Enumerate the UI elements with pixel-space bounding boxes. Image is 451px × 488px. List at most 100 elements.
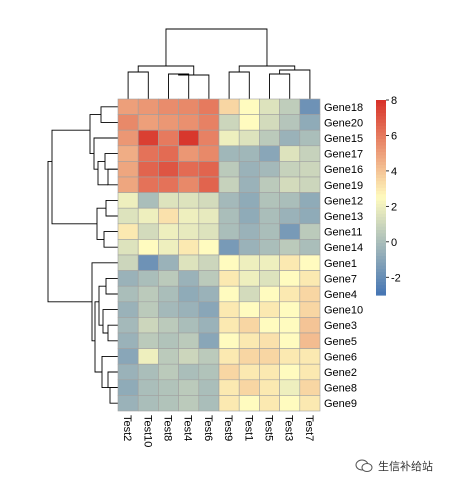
- legend-color-segment: [376, 239, 386, 244]
- heatmap-cells: [117, 98, 321, 412]
- heatmap-cell-Gene15-Test7: [299, 129, 321, 147]
- row-dendrogram-link: [97, 160, 108, 186]
- heatmap-cell-Gene16-Test5: [259, 161, 280, 178]
- heatmap-cell-Gene11-Test3: [279, 223, 301, 240]
- legend-color-segment: [376, 187, 386, 192]
- heatmap-cell-Gene12-Test7: [299, 192, 321, 209]
- heatmap-cell-Gene2-Test6: [198, 363, 220, 381]
- column-dendrogram-link: [238, 65, 296, 72]
- heatmap-cell-Gene16-Test10: [137, 161, 159, 178]
- heatmap-cell-Gene13-Test9: [218, 207, 240, 225]
- heatmap-cell-Gene2-Test1: [238, 363, 260, 381]
- heatmap-cell-Gene17-Test8: [158, 145, 179, 162]
- heatmap-cell-Gene17-Test4: [178, 145, 200, 162]
- heatmap-cell-Gene16-Test8: [158, 161, 179, 178]
- heatmap-cell-Gene3-Test4: [178, 317, 200, 334]
- heatmap-cell-Gene9-Test3: [279, 395, 301, 412]
- heatmap-cell-Gene7-Test8: [158, 270, 179, 287]
- heatmap-cell-Gene9-Test10: [137, 395, 159, 412]
- heatmap-cell-Gene19-Test3: [279, 176, 301, 193]
- heatmap-cell-Gene18-Test3: [279, 98, 301, 115]
- heatmap-cell-Gene18-Test4: [178, 98, 200, 115]
- heatmap-cell-Gene13-Test3: [279, 207, 301, 225]
- legend-tick-label: 0: [391, 237, 397, 249]
- heatmap-cell-Gene16-Test7: [299, 161, 321, 178]
- heatmap-cell-Gene4-Test9: [218, 285, 240, 303]
- heatmap-cell-Gene10-Test6: [198, 301, 220, 318]
- heatmap-cell-Gene8-Test6: [198, 379, 220, 396]
- heatmap-cell-Gene14-Test9: [218, 239, 240, 256]
- row-dendrogram-link: [47, 160, 92, 303]
- legend-color-segment: [376, 165, 386, 169]
- legend-color-segment: [376, 129, 386, 134]
- heatmap-cell-Gene15-Test3: [279, 129, 301, 147]
- legend-color-segment: [376, 220, 386, 225]
- row-label-Gene1: Gene1: [324, 258, 357, 270]
- heatmap-cell-Gene10-Test4: [178, 301, 200, 318]
- heatmap-cell-Gene4-Test8: [158, 285, 179, 303]
- column-labels: Test2 Test10 Test8 Test4 Test6 Test9 Test1 Test…: [121, 415, 315, 447]
- legend-color-segment: [376, 252, 386, 257]
- heatmap-cell-Gene11-Test7: [299, 223, 321, 240]
- legend-color-segment: [376, 191, 386, 195]
- heatmap-cell-Gene13-Test1: [238, 207, 260, 225]
- column-dendrogram-link: [168, 73, 190, 99]
- legend-color-segment: [376, 139, 386, 143]
- chat-bubble-icon: [355, 459, 373, 472]
- heatmap-cell-Gene9-Test2: [117, 395, 139, 412]
- legend-color-segment: [376, 285, 386, 290]
- row-dendrogram-link: [103, 231, 118, 248]
- heatmap-cell-Gene12-Test8: [158, 192, 179, 209]
- heatmap-cell-Gene13-Test7: [299, 207, 321, 225]
- heatmap-cell-Gene7-Test1: [238, 270, 260, 287]
- heatmap-cell-Gene1-Test3: [279, 254, 301, 271]
- legend-color-segment: [376, 174, 386, 179]
- heatmap-cell-Gene8-Test4: [178, 379, 200, 396]
- legend-color-segment: [376, 161, 386, 166]
- heatmap-cell-Gene13-Test10: [137, 207, 159, 225]
- heatmap-cell-Gene18-Test8: [158, 98, 179, 115]
- heatmap-cell-Gene7-Test10: [137, 270, 159, 287]
- heatmap-cell-Gene12-Test2: [117, 192, 139, 209]
- row-dendrogram-link: [96, 207, 106, 240]
- heatmap-cell-Gene6-Test4: [178, 348, 200, 365]
- heatmap-cell-Gene7-Test2: [117, 270, 139, 287]
- heatmap-cell-Gene14-Test6: [198, 239, 220, 256]
- heatmap-cell-Gene8-Test10: [137, 379, 159, 396]
- heatmap-cell-Gene8-Test9: [218, 379, 240, 396]
- legend-color-segment: [376, 213, 386, 218]
- heatmap-cell-Gene12-Test6: [198, 192, 220, 209]
- heatmap-cell-Gene4-Test7: [299, 285, 321, 303]
- heatmap-cell-Gene13-Test2: [117, 207, 139, 225]
- heatmap-cell-Gene17-Test5: [259, 145, 280, 162]
- heatmap-cell-Gene14-Test10: [137, 239, 159, 256]
- column-label-Test9: Test9: [222, 415, 234, 441]
- heatmap-cell-Gene15-Test10: [137, 129, 159, 147]
- heatmap-cell-Gene9-Test6: [198, 395, 220, 412]
- heatmap-cell-Gene8-Test3: [279, 379, 301, 396]
- heatmap-cell-Gene15-Test8: [158, 129, 179, 147]
- legend-color-segment: [376, 158, 386, 163]
- heatmap-cell-Gene15-Test4: [178, 129, 200, 147]
- heatmap-cell-Gene8-Test2: [117, 379, 139, 396]
- row-dendrogram-link: [107, 371, 118, 389]
- heatmap-cell-Gene9-Test1: [238, 395, 260, 412]
- heatmap-cell-Gene2-Test5: [259, 363, 280, 381]
- row-label-Gene13: Gene13: [324, 211, 363, 223]
- heatmap-cell-Gene17-Test7: [299, 145, 321, 162]
- heatmap-cell-Gene4-Test3: [279, 285, 301, 303]
- heatmap-cell-Gene6-Test3: [279, 348, 301, 365]
- heatmap-cell-Gene7-Test7: [299, 270, 321, 287]
- legend-color-segment: [376, 217, 386, 221]
- legend-color-segment: [376, 168, 386, 173]
- column-label-Test4: Test4: [182, 415, 194, 441]
- legend-tick-label: 2: [391, 201, 397, 213]
- heatmap-cell-Gene20-Test4: [178, 114, 200, 131]
- column-label-Test7: Test7: [303, 415, 315, 441]
- heatmap-cell-Gene14-Test8: [158, 239, 179, 256]
- heatmap-cell-Gene9-Test7: [299, 395, 321, 412]
- heatmap-cell-Gene4-Test5: [259, 285, 280, 303]
- row-dendrogram-link: [105, 277, 118, 295]
- heatmap-cell-Gene7-Test6: [198, 270, 220, 287]
- row-label-Gene3: Gene3: [324, 320, 357, 332]
